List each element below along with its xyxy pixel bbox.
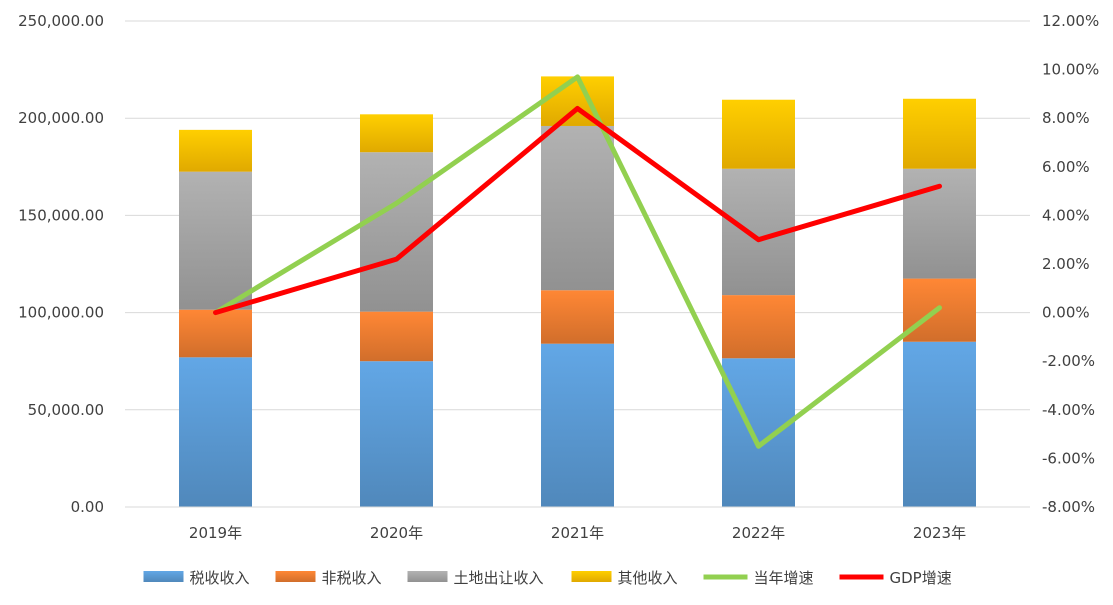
legend: 税收收入 非税收入 土地出让收入 其他收入 当年增速 GDP增速	[143, 569, 952, 587]
right-tick-label: -4.00%	[1042, 401, 1095, 419]
bar-segment	[360, 361, 433, 507]
category-label: 2022年	[732, 524, 785, 542]
bar-segment	[903, 341, 976, 507]
legend-swatch	[407, 571, 448, 582]
right-tick-label: -8.00%	[1042, 498, 1095, 516]
right-tick-label: -6.00%	[1042, 449, 1095, 467]
bar-segment	[360, 152, 433, 312]
stacked-bars	[179, 76, 976, 507]
x-axis: 2019年 2020年 2021年 2022年 2023年	[125, 506, 1030, 542]
right-tick-label: 6.00%	[1042, 158, 1090, 176]
category-label: 2020年	[370, 524, 423, 542]
bar-segment	[541, 343, 614, 507]
legend-item: 当年增速	[703, 569, 814, 587]
right-tick-label: 12.00%	[1042, 12, 1099, 30]
right-axis: -8.00% -6.00% -4.00% -2.00% 0.00% 2.00% 4.00% 6…	[1042, 12, 1099, 516]
legend-label: 非税收入	[322, 569, 382, 587]
right-tick-label: 0.00%	[1042, 304, 1090, 322]
series-line	[213, 105, 942, 316]
legend-label: 当年增速	[754, 569, 814, 587]
left-axis: 0.00 50,000.00 100,000.00 150,000.00 200,000…	[18, 12, 104, 516]
legend-label: 税收收入	[190, 569, 250, 587]
legend-swatch	[571, 571, 612, 582]
bar-segment	[722, 295, 795, 359]
bar-segment	[179, 171, 252, 310]
category-label: 2019年	[189, 524, 242, 542]
right-tick-label: -2.00%	[1042, 352, 1095, 370]
legend-label: 土地出让收入	[454, 569, 544, 587]
left-tick-label: 200,000.00	[18, 109, 104, 127]
right-tick-label: 10.00%	[1042, 61, 1099, 79]
legend-item: 土地出让收入	[407, 569, 544, 587]
legend-swatch	[143, 571, 184, 582]
left-tick-label: 50,000.00	[28, 401, 104, 419]
legend-swatch	[275, 571, 316, 582]
right-tick-label: 4.00%	[1042, 206, 1090, 224]
bar-segment	[360, 311, 433, 362]
bar-segment	[722, 99, 795, 169]
left-tick-label: 250,000.00	[18, 12, 104, 30]
legend-item: GDP增速	[839, 569, 952, 587]
bar-segment	[179, 309, 252, 358]
bar-segment	[541, 76, 614, 126]
bar-segment	[903, 98, 976, 169]
category-label: 2023年	[913, 524, 966, 542]
bar-segment	[360, 114, 433, 153]
bar-segment	[179, 129, 252, 172]
series-line	[213, 74, 942, 449]
left-tick-label: 100,000.00	[18, 304, 104, 322]
bar-segment	[541, 125, 614, 291]
right-tick-label: 2.00%	[1042, 255, 1090, 273]
legend-label: GDP增速	[890, 569, 952, 587]
legend-item: 其他收入	[571, 569, 678, 587]
growth-lines	[213, 74, 942, 449]
legend-label: 其他收入	[618, 569, 678, 587]
category-label: 2021年	[551, 524, 604, 542]
left-tick-label: 0.00	[71, 498, 104, 516]
legend-item: 非税收入	[275, 569, 382, 587]
left-tick-label: 150,000.00	[18, 206, 104, 224]
legend-item: 税收收入	[143, 569, 250, 587]
right-tick-label: 8.00%	[1042, 109, 1090, 127]
bar-segment	[179, 357, 252, 507]
bar-segment	[541, 290, 614, 344]
bar-segment	[722, 358, 795, 507]
